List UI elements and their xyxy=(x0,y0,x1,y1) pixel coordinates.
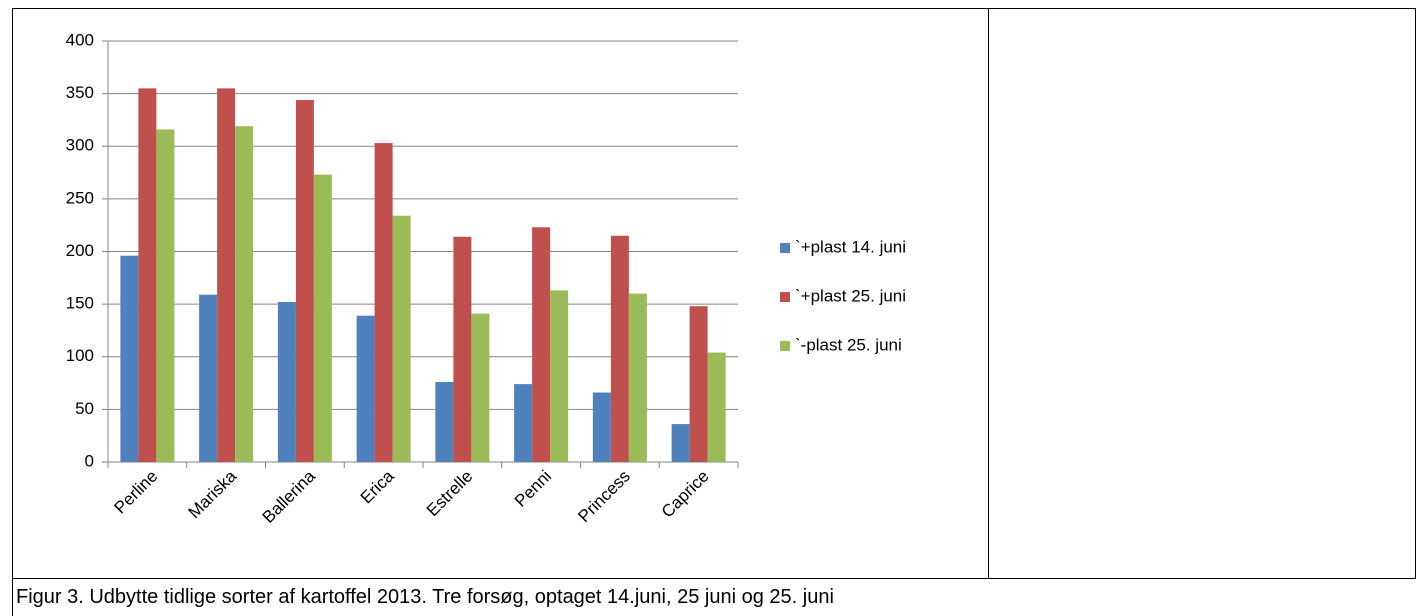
bar xyxy=(628,293,647,462)
bar xyxy=(235,126,254,462)
legend-swatch xyxy=(780,292,790,302)
caption: Figur 3. Udbytte tidlige sorter af karto… xyxy=(16,586,834,608)
y-tick-label: 150 xyxy=(66,294,94,313)
bar xyxy=(471,313,490,462)
y-tick-label: 50 xyxy=(75,399,94,418)
bar xyxy=(592,392,611,462)
bar xyxy=(532,227,551,462)
bar xyxy=(295,99,314,462)
legend-label: `-plast 25. juni xyxy=(795,335,902,354)
y-tick-label: 200 xyxy=(66,241,94,260)
bar xyxy=(514,384,533,462)
x-tick-label: Ballerina xyxy=(259,466,320,527)
y-tick-label: 300 xyxy=(66,136,94,155)
y-tick-label: 0 xyxy=(85,451,94,470)
legend-label: `+plast 25. juni xyxy=(795,286,906,305)
bar xyxy=(138,88,157,463)
y-tick-label: 350 xyxy=(66,83,94,102)
bar xyxy=(199,294,218,462)
bar xyxy=(156,129,175,462)
bar xyxy=(550,290,569,462)
bar xyxy=(277,302,296,462)
legend-swatch xyxy=(780,243,790,253)
x-tick-label: Perline xyxy=(111,467,162,518)
legend-label: `+plast 14. juni xyxy=(795,237,906,256)
bar xyxy=(671,424,690,462)
bar xyxy=(689,306,708,462)
legend-swatch xyxy=(780,341,790,351)
x-tick-label: Caprice xyxy=(658,467,713,522)
y-tick-label: 400 xyxy=(66,30,94,49)
bar xyxy=(435,382,454,462)
bar xyxy=(120,255,139,462)
y-tick-label: 100 xyxy=(66,346,94,365)
bar xyxy=(707,352,726,462)
y-tick-label: 250 xyxy=(66,188,94,207)
x-tick-label: Erica xyxy=(357,466,398,507)
bar xyxy=(313,174,332,463)
x-tick-label: Princess xyxy=(574,467,634,527)
bar xyxy=(356,315,375,462)
x-tick-label: Mariska xyxy=(185,466,241,522)
bar xyxy=(610,235,629,462)
bar xyxy=(453,236,472,462)
bar xyxy=(217,88,236,463)
x-tick-label: Penni xyxy=(511,467,555,511)
bar xyxy=(374,143,393,462)
bar xyxy=(392,215,411,462)
x-tick-label: Estrelle xyxy=(423,467,477,521)
